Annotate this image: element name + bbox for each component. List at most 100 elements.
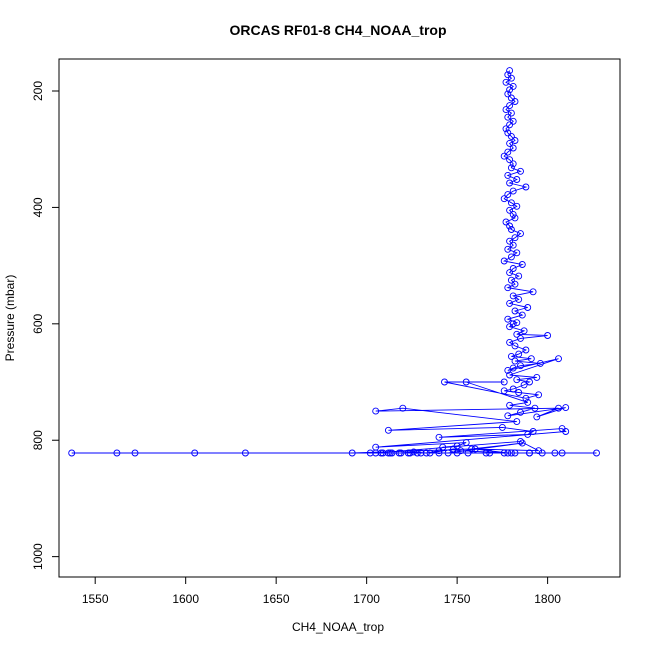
data-point bbox=[593, 449, 600, 457]
data-point bbox=[506, 179, 514, 187]
data-point bbox=[509, 160, 517, 168]
data-point bbox=[388, 449, 396, 457]
data-point bbox=[435, 433, 443, 441]
data-point bbox=[513, 376, 521, 384]
data-point bbox=[511, 234, 519, 242]
data-point bbox=[482, 449, 490, 457]
data-point bbox=[397, 449, 405, 457]
data-point bbox=[406, 449, 414, 457]
data-point bbox=[518, 439, 526, 447]
data-point bbox=[504, 71, 512, 79]
data-point bbox=[506, 237, 514, 245]
data-point bbox=[502, 106, 510, 114]
data-point bbox=[413, 449, 421, 457]
y-tick-label: 1000 bbox=[31, 543, 45, 570]
data-point bbox=[504, 366, 512, 374]
data-point bbox=[517, 408, 524, 416]
data-point bbox=[404, 449, 412, 457]
data-point bbox=[500, 257, 508, 265]
data-point bbox=[513, 249, 521, 257]
data-point bbox=[517, 167, 524, 175]
data-point bbox=[529, 428, 537, 435]
data-point bbox=[524, 398, 532, 406]
data-point bbox=[533, 373, 541, 381]
data-point bbox=[535, 391, 543, 399]
data-point bbox=[504, 191, 512, 199]
data-point bbox=[507, 199, 515, 207]
x-tick-label: 1550 bbox=[82, 592, 109, 606]
data-point bbox=[348, 449, 356, 457]
data-point bbox=[517, 362, 524, 370]
data-point bbox=[464, 449, 472, 457]
data-point bbox=[511, 307, 519, 315]
data-point bbox=[536, 359, 544, 367]
data-point bbox=[506, 86, 514, 94]
data-point bbox=[507, 253, 515, 261]
data-point bbox=[513, 319, 521, 327]
data-point bbox=[507, 164, 515, 172]
data-point bbox=[555, 404, 562, 412]
y-tick-label: 600 bbox=[31, 313, 45, 333]
data-point bbox=[502, 125, 510, 133]
data-point bbox=[468, 445, 476, 453]
data-point bbox=[113, 449, 121, 457]
data-point bbox=[509, 82, 517, 90]
data-point bbox=[507, 352, 515, 360]
data-point bbox=[509, 292, 517, 300]
data-point bbox=[504, 90, 512, 98]
data-point bbox=[504, 148, 512, 156]
data-point bbox=[555, 355, 562, 363]
data-point bbox=[486, 449, 494, 457]
data-point bbox=[533, 413, 541, 421]
data-point bbox=[504, 129, 512, 137]
chart-title: ORCAS RF01-8 CH4_NOAA_trop bbox=[229, 22, 446, 38]
data-point bbox=[509, 210, 517, 218]
series-layer bbox=[68, 67, 600, 457]
data-point bbox=[377, 449, 385, 457]
data-point bbox=[500, 387, 508, 395]
data-point bbox=[507, 94, 515, 102]
data-point bbox=[526, 449, 533, 457]
data-point bbox=[384, 449, 392, 457]
data-point bbox=[515, 295, 523, 303]
data-point bbox=[502, 78, 510, 86]
x-tick-label: 1700 bbox=[353, 592, 380, 606]
data-point bbox=[441, 378, 448, 386]
x-tick-label: 1600 bbox=[172, 592, 199, 606]
data-point bbox=[515, 389, 523, 396]
data-point bbox=[453, 449, 461, 457]
data-point bbox=[511, 449, 519, 457]
data-point bbox=[520, 381, 528, 389]
data-point bbox=[544, 332, 552, 339]
data-point bbox=[506, 371, 514, 379]
data-point bbox=[504, 284, 512, 292]
data-point bbox=[562, 404, 570, 412]
data-point bbox=[384, 426, 392, 434]
data-point bbox=[506, 222, 514, 230]
data-point bbox=[513, 176, 521, 183]
data-point bbox=[372, 407, 380, 415]
data-point bbox=[513, 330, 521, 338]
data-point bbox=[515, 350, 523, 358]
x-axis: 1550 1600 1650 1700 1750 1800 bbox=[82, 577, 561, 606]
data-point bbox=[506, 401, 514, 409]
data-point bbox=[509, 241, 517, 249]
data-point bbox=[498, 423, 506, 431]
data-point bbox=[517, 437, 524, 445]
data-point bbox=[535, 447, 543, 455]
data-point bbox=[507, 74, 515, 82]
data-point bbox=[511, 137, 519, 144]
data-point bbox=[500, 449, 508, 457]
data-point bbox=[435, 449, 443, 457]
data-point bbox=[507, 226, 515, 233]
data-point bbox=[471, 445, 479, 453]
data-point bbox=[509, 385, 517, 393]
data-point bbox=[504, 449, 512, 457]
y-axis: 200 400 600 800 1000 bbox=[31, 81, 59, 570]
data-point bbox=[524, 304, 532, 311]
y-tick-label: 200 bbox=[31, 81, 45, 101]
x-tick-label: 1800 bbox=[534, 592, 561, 606]
data-point bbox=[511, 342, 519, 350]
data-point bbox=[515, 272, 523, 280]
